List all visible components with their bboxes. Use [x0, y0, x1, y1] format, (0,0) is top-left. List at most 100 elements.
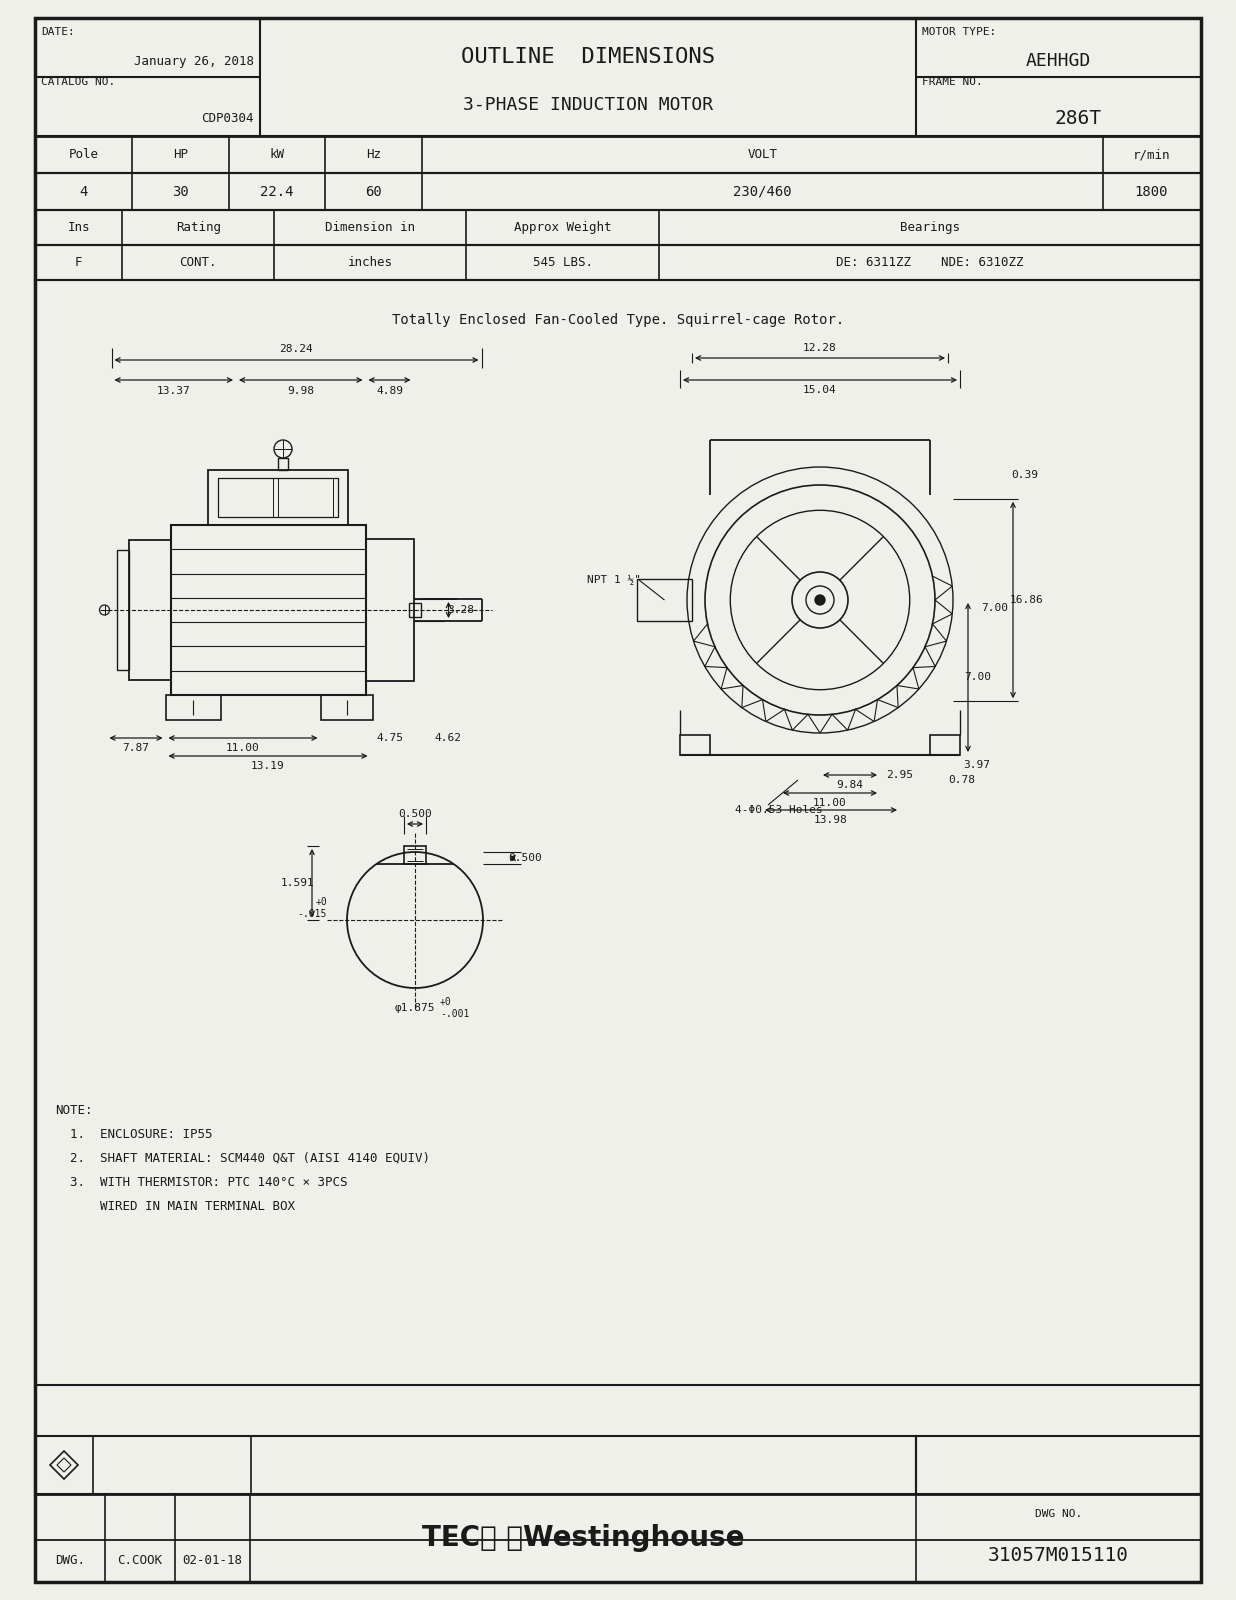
Text: FRAME NO.: FRAME NO. — [922, 77, 983, 86]
Bar — [35, 1494, 1201, 1582]
Bar — [35, 280, 1201, 1386]
Text: inches: inches — [347, 256, 393, 269]
Text: 12.28: 12.28 — [803, 342, 837, 354]
Text: DWG NO.: DWG NO. — [1035, 1509, 1083, 1520]
Bar — [35, 18, 1201, 136]
Text: 0.500: 0.500 — [398, 810, 431, 819]
Text: 7.00: 7.00 — [964, 672, 991, 683]
Circle shape — [815, 595, 824, 605]
Text: 7.87: 7.87 — [122, 742, 150, 754]
Bar — [208, 470, 349, 525]
Text: 0.500: 0.500 — [508, 853, 541, 862]
Bar — [637, 579, 692, 621]
Bar — [116, 550, 129, 670]
Bar — [218, 478, 273, 517]
Bar — [35, 136, 1201, 173]
Text: 28.24: 28.24 — [279, 344, 314, 354]
Bar — [278, 478, 332, 517]
Text: NOTE:: NOTE: — [54, 1104, 93, 1117]
Text: Approx Weight: Approx Weight — [514, 221, 612, 234]
Text: 286T: 286T — [1056, 109, 1103, 128]
Text: 0.78: 0.78 — [948, 774, 975, 786]
Text: OUTLINE  DIMENSIONS: OUTLINE DIMENSIONS — [461, 46, 716, 67]
Text: 230/460: 230/460 — [733, 184, 792, 198]
Text: Rating: Rating — [176, 221, 221, 234]
Text: 13.19: 13.19 — [251, 762, 284, 771]
Text: 02-01-18: 02-01-18 — [183, 1554, 242, 1568]
Text: 31057M015110: 31057M015110 — [988, 1546, 1128, 1565]
Text: 1.591: 1.591 — [281, 878, 315, 888]
Text: kW: kW — [269, 149, 284, 162]
Bar — [35, 173, 1201, 210]
Text: 1.  ENCLOSURE: IP55: 1. ENCLOSURE: IP55 — [54, 1128, 213, 1141]
Bar — [680, 734, 709, 755]
Text: CONT.: CONT. — [179, 256, 218, 269]
Text: 16.86: 16.86 — [1010, 595, 1044, 605]
Bar — [929, 734, 960, 755]
Text: 1800: 1800 — [1135, 184, 1168, 198]
Text: 3.  WITH THERMISTOR: PTC 140°C × 3PCS: 3. WITH THERMISTOR: PTC 140°C × 3PCS — [54, 1176, 347, 1189]
Text: -.001: -.001 — [440, 1010, 470, 1019]
Text: 30: 30 — [172, 184, 189, 198]
Text: 15.04: 15.04 — [803, 386, 837, 395]
Text: 11.00: 11.00 — [813, 798, 847, 808]
Text: Totally Enclosed Fan-Cooled Type. Squirrel-cage Rotor.: Totally Enclosed Fan-Cooled Type. Squirr… — [392, 314, 844, 326]
Text: C.COOK: C.COOK — [117, 1554, 162, 1568]
Text: 2.95: 2.95 — [886, 770, 913, 781]
Bar — [166, 694, 220, 720]
Text: 9.98: 9.98 — [287, 386, 314, 395]
Bar — [129, 541, 171, 680]
Text: Pole: Pole — [68, 149, 99, 162]
Text: +0: +0 — [315, 898, 328, 907]
Text: 4.75: 4.75 — [376, 733, 403, 742]
Text: 9.84: 9.84 — [837, 781, 864, 790]
Text: 7.00: 7.00 — [981, 603, 1009, 613]
Bar — [35, 210, 1201, 245]
Text: 2.  SHAFT MATERIAL: SCM440 Q&T (AISI 4140 EQUIV): 2. SHAFT MATERIAL: SCM440 Q&T (AISI 4140… — [54, 1152, 430, 1165]
Text: CATALOG NO.: CATALOG NO. — [41, 77, 115, 86]
Text: -.015: -.015 — [298, 909, 328, 918]
Text: DWG.: DWG. — [54, 1554, 85, 1568]
Bar — [404, 846, 426, 864]
Text: CDP0304: CDP0304 — [201, 112, 255, 125]
Text: VOLT: VOLT — [748, 149, 777, 162]
Bar — [366, 539, 414, 682]
Text: 4.62: 4.62 — [434, 733, 461, 742]
Text: DATE:: DATE: — [41, 27, 74, 37]
Text: Bearings: Bearings — [900, 221, 960, 234]
Text: DE: 6311ZZ    NDE: 6310ZZ: DE: 6311ZZ NDE: 6310ZZ — [837, 256, 1023, 269]
Bar — [278, 458, 288, 470]
Text: 4: 4 — [79, 184, 88, 198]
Text: r/min: r/min — [1132, 149, 1170, 162]
Text: 13.98: 13.98 — [815, 814, 848, 826]
Text: 11.00: 11.00 — [226, 742, 260, 754]
Text: 13.37: 13.37 — [157, 386, 190, 395]
Bar — [916, 1437, 1201, 1494]
Text: NPT 1 ½": NPT 1 ½" — [587, 574, 641, 586]
Text: Dimension in: Dimension in — [325, 221, 415, 234]
Text: 3.28: 3.28 — [447, 605, 473, 614]
Text: MOTOR TYPE:: MOTOR TYPE: — [922, 27, 996, 37]
Text: 4.89: 4.89 — [376, 386, 403, 395]
Text: 4-Φ0.53 Holes: 4-Φ0.53 Holes — [735, 805, 823, 814]
Bar — [409, 603, 420, 618]
Bar — [35, 245, 1201, 280]
Bar — [171, 525, 366, 694]
Bar — [320, 694, 372, 720]
Text: HP: HP — [173, 149, 188, 162]
Text: F: F — [75, 256, 83, 269]
Text: 22.4: 22.4 — [261, 184, 294, 198]
Text: 0.39: 0.39 — [1011, 470, 1038, 480]
Text: 545 LBS.: 545 LBS. — [533, 256, 592, 269]
Text: WIRED IN MAIN TERMINAL BOX: WIRED IN MAIN TERMINAL BOX — [54, 1200, 295, 1213]
Text: 3.97: 3.97 — [963, 760, 990, 770]
Bar — [218, 478, 337, 517]
Text: TECⓘ ⓘWestinghouse: TECⓘ ⓘWestinghouse — [421, 1523, 744, 1552]
Text: 3-PHASE INDUCTION MOTOR: 3-PHASE INDUCTION MOTOR — [464, 96, 713, 114]
Text: 60: 60 — [366, 184, 382, 198]
Bar — [35, 1437, 916, 1494]
Text: Hz: Hz — [366, 149, 381, 162]
Text: φ1.875: φ1.875 — [394, 1003, 435, 1013]
Text: January 26, 2018: January 26, 2018 — [133, 54, 255, 67]
Text: Ins: Ins — [68, 221, 90, 234]
